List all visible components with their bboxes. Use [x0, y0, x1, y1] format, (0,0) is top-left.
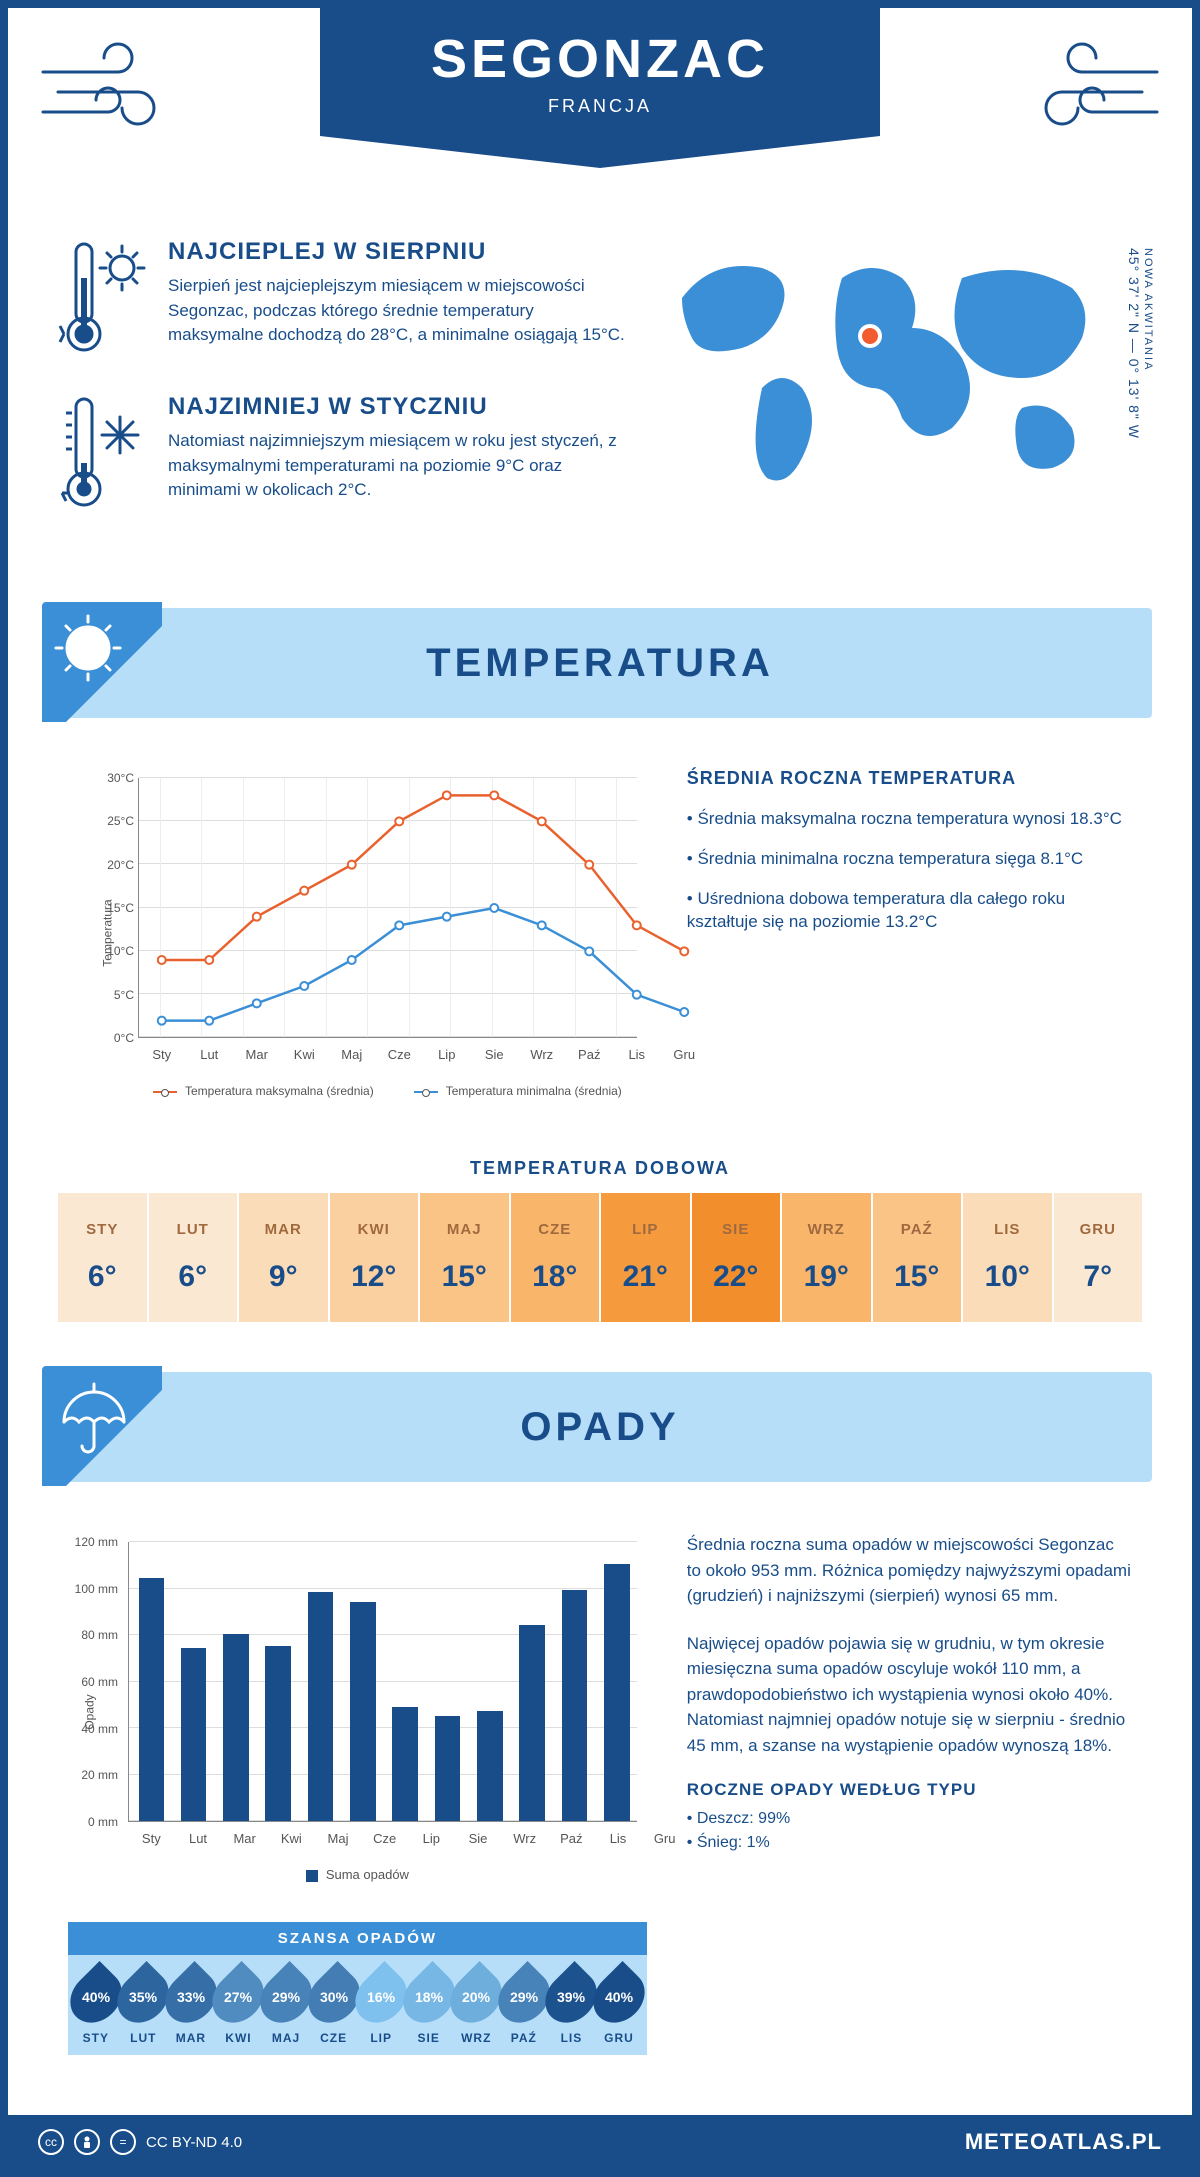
umbrella-icon	[42, 1366, 162, 1486]
wind-icon	[38, 32, 178, 147]
temperature-section-banner: TEMPERATURA	[48, 608, 1152, 718]
chance-cell: 16%LIP	[357, 1969, 405, 2045]
chart-legend: Suma opadów	[68, 1867, 647, 1882]
city-name: SEGONZAC	[320, 28, 880, 90]
daily-cell: MAR9°	[237, 1193, 328, 1322]
daily-cell: SIE22°	[690, 1193, 781, 1322]
by-icon	[74, 2129, 100, 2155]
title-banner: SEGONZAC FRANCJA	[320, 8, 880, 168]
cc-icon: cc	[38, 2129, 64, 2155]
chance-cell: 30%CZE	[310, 1969, 358, 2045]
precipitation-bar-chart: Opady Suma opadów 0 mm20 mm40 mm60 mm80 …	[68, 1532, 647, 1892]
temperature-heading: TEMPERATURA	[426, 641, 774, 686]
chart-legend: Temperatura maksymalna (średnia)Temperat…	[138, 1084, 637, 1098]
chance-cell: 40%GRU	[595, 1969, 643, 2045]
chance-cell: 33%MAR	[167, 1969, 215, 2045]
precipitation-section-banner: OPADY	[48, 1372, 1152, 1482]
daily-temperature-table: STY6°LUT6°MAR9°KWI12°MAJ15°CZE18°LIP21°S…	[58, 1193, 1142, 1322]
world-map: NOWA AKWITANIA 45° 37' 2" N — 0° 13' 8" …	[662, 238, 1142, 548]
coldest-title: NAJZIMNIEJ W STYCZNIU	[168, 393, 632, 421]
precipitation-heading: OPADY	[520, 1405, 679, 1450]
daily-cell: LUT6°	[147, 1193, 238, 1322]
site-name: METEOATLAS.PL	[965, 2129, 1162, 2155]
chance-cell: 18%SIE	[405, 1969, 453, 2045]
wind-icon	[1022, 32, 1162, 147]
sun-icon	[42, 602, 162, 722]
daily-cell: WRZ19°	[780, 1193, 871, 1322]
nd-icon: =	[110, 2129, 136, 2155]
warmest-title: NAJCIEPLEJ W SIERPNIU	[168, 238, 632, 266]
annual-temp-title: ŚREDNIA ROCZNA TEMPERATURA	[687, 768, 1132, 789]
chance-cell: 29%MAJ	[262, 1969, 310, 2045]
coldest-text: Natomiast najzimniejszym miesiącem w rok…	[168, 429, 632, 503]
coordinates: NOWA AKWITANIA 45° 37' 2" N — 0° 13' 8" …	[1126, 248, 1154, 439]
precipitation-summary: Średnia roczna suma opadów w miejscowośc…	[687, 1532, 1132, 2055]
precipitation-chance-box: SZANSA OPADÓW 40%STY35%LUT33%MAR27%KWI29…	[68, 1922, 647, 2055]
daily-cell: KWI12°	[328, 1193, 419, 1322]
thermometer-sun-icon	[58, 238, 148, 363]
country-name: FRANCJA	[320, 96, 880, 117]
bullet: • Średnia minimalna roczna temperatura s…	[687, 847, 1132, 871]
warmest-text: Sierpień jest najcieplejszym miesiącem w…	[168, 274, 632, 348]
chance-cell: 20%WRZ	[453, 1969, 501, 2045]
chance-cell: 29%PAŹ	[500, 1969, 548, 2045]
warmest-fact: NAJCIEPLEJ W SIERPNIU Sierpień jest najc…	[58, 238, 632, 363]
temperature-line-chart: Temperatura Temperatura maksymalna (śred…	[68, 768, 647, 1098]
chance-cell: 27%KWI	[215, 1969, 263, 2045]
bullet: • Średnia maksymalna roczna temperatura …	[687, 807, 1132, 831]
annual-temperature-summary: ŚREDNIA ROCZNA TEMPERATURA • Średnia mak…	[687, 768, 1132, 1098]
bullet: • Uśredniona dobowa temperatura dla całe…	[687, 887, 1132, 935]
daily-cell: LIP21°	[599, 1193, 690, 1322]
daily-cell: PAŹ15°	[871, 1193, 962, 1322]
intro-row: NAJCIEPLEJ W SIERPNIU Sierpień jest najc…	[8, 228, 1192, 588]
daily-cell: STY6°	[58, 1193, 147, 1322]
thermometer-snow-icon	[58, 393, 148, 518]
daily-cell: CZE18°	[509, 1193, 600, 1322]
daily-cell: MAJ15°	[418, 1193, 509, 1322]
daily-cell: GRU7°	[1052, 1193, 1143, 1322]
daily-cell: LIS10°	[961, 1193, 1052, 1322]
chance-cell: 40%STY	[72, 1969, 120, 2045]
chance-cell: 39%LIS	[548, 1969, 596, 2045]
license-text: CC BY-ND 4.0	[146, 2134, 242, 2151]
footer: cc = CC BY-ND 4.0 METEOATLAS.PL	[8, 2115, 1192, 2169]
coldest-fact: NAJZIMNIEJ W STYCZNIU Natomiast najzimni…	[58, 393, 632, 518]
header: SEGONZAC FRANCJA	[8, 8, 1192, 228]
chance-cell: 35%LUT	[120, 1969, 168, 2045]
daily-temperature-title: TEMPERATURA DOBOWA	[8, 1158, 1192, 1179]
